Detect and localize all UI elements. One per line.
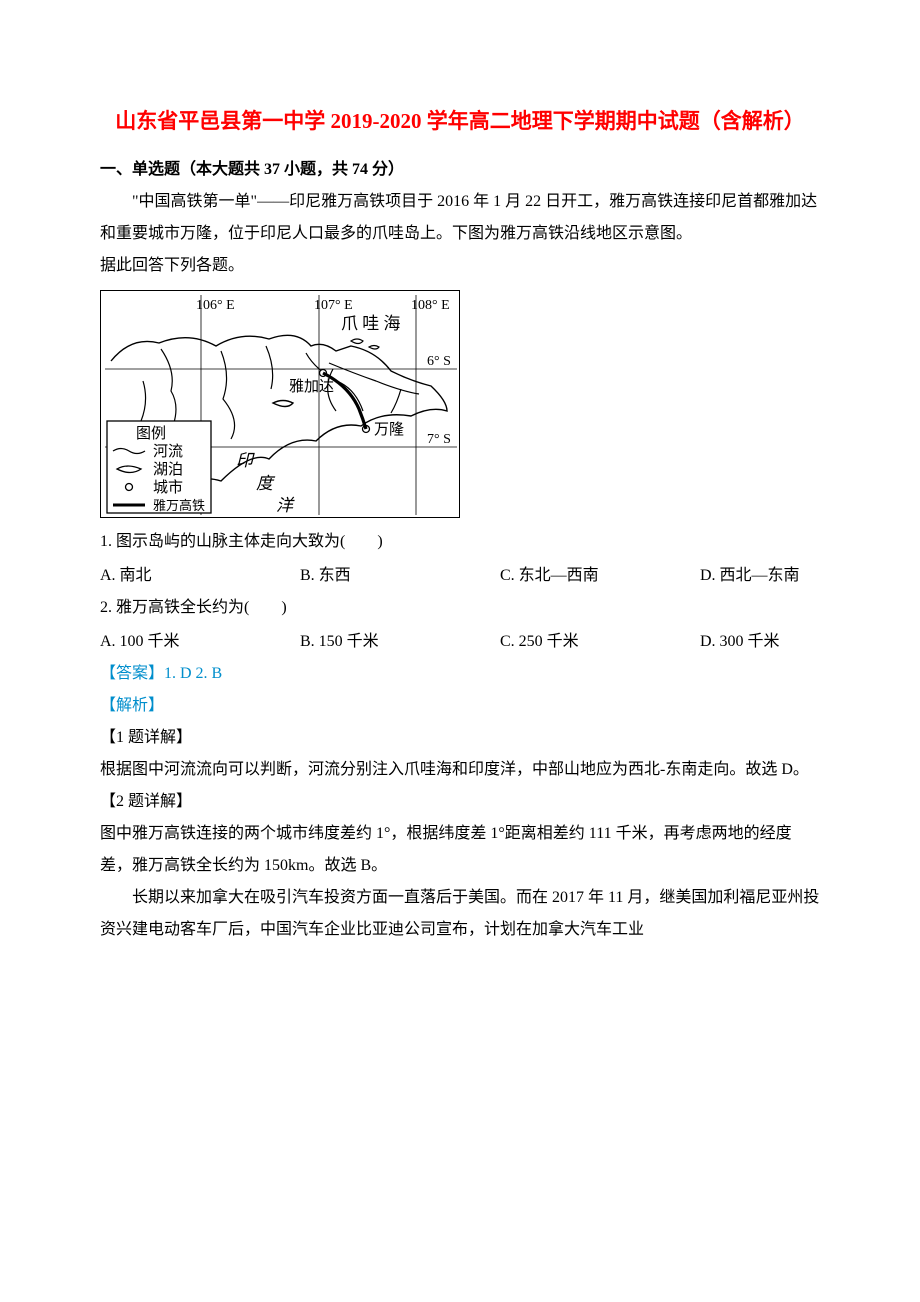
sea-label: 爪 哇 海 xyxy=(341,314,401,333)
q2-option-c: C. 250 千米 xyxy=(500,626,700,658)
svg-text:7° S: 7° S xyxy=(427,432,451,447)
q1-option-c: C. 东北—西南 xyxy=(500,560,700,592)
river-5 xyxy=(329,363,419,394)
city-jakarta-label: 雅加达 xyxy=(289,378,334,395)
q1-option-b: B. 东西 xyxy=(300,560,500,592)
q2-option-b: B. 150 千米 xyxy=(300,626,500,658)
river-7 xyxy=(391,389,401,413)
a1-label: 【1 题详解】 xyxy=(100,722,820,754)
legend-rail-label: 雅万高铁 xyxy=(153,498,205,513)
q1-stem: 1. 图示岛屿的山脉主体走向大致为( ) xyxy=(100,526,820,558)
passage-1: "中国高铁第一单"——印尼雅万高铁项目于 2016 年 1 月 22 日开工，雅… xyxy=(100,186,820,250)
legend-city-symbol xyxy=(126,484,133,491)
section-header: 一、单选题（本大题共 37 小题，共 74 分） xyxy=(100,154,820,186)
legend-city-label: 城市 xyxy=(153,479,183,496)
map-figure: 106° E 107° E 108° E 6° S 7° S 爪 哇 海 雅加达 万隆… xyxy=(100,290,460,518)
passage-1-instruction: 据此回答下列各题。 xyxy=(100,250,820,282)
city-bandung-label: 万隆 xyxy=(374,421,404,438)
analysis-label: 【解析】 xyxy=(100,690,820,722)
answer-line: 【答案】1. D 2. B xyxy=(100,658,820,690)
map-svg: 106° E 107° E 108° E 6° S 7° S 爪 哇 海 雅加达 万隆… xyxy=(101,291,459,517)
svg-text:107° E: 107° E xyxy=(314,298,353,313)
q2-options: A. 100 千米 B. 150 千米 C. 250 千米 D. 300 千米 xyxy=(100,626,820,658)
river-3 xyxy=(266,346,273,389)
river-2 xyxy=(221,351,235,439)
a2-label: 【2 题详解】 xyxy=(100,786,820,818)
legend-lake-label: 湖泊 xyxy=(153,461,183,478)
ocean-label-2: 度 xyxy=(256,474,276,493)
q2-option-a: A. 100 千米 xyxy=(100,626,300,658)
q2-stem: 2. 雅万高铁全长约为( ) xyxy=(100,592,820,624)
a2-body: 图中雅万高铁连接的两个城市纬度差约 1°，根据纬度差 1°距离相差约 111 千… xyxy=(100,818,820,882)
lake xyxy=(273,401,293,407)
a1-body: 根据图中河流流向可以判断，河流分别注入爪哇海和印度洋，中部山地应为西北-东南走向… xyxy=(100,754,820,786)
legend-title: 图例 xyxy=(136,425,166,442)
svg-text:106° E: 106° E xyxy=(196,298,235,313)
passage-2: 长期以来加拿大在吸引汽车投资方面一直落后于美国。而在 2017 年 11 月，继… xyxy=(100,882,820,946)
small-island-2 xyxy=(369,346,379,350)
ocean-label-1: 印 xyxy=(236,451,255,470)
svg-text:108° E: 108° E xyxy=(411,298,450,313)
q1-options: A. 南北 B. 东西 C. 东北—西南 D. 西北—东南 xyxy=(100,560,820,592)
page-title: 山东省平邑县第一中学 2019-2020 学年高二地理下学期期中试题（含解析） xyxy=(100,100,820,142)
q2-option-d: D. 300 千米 xyxy=(700,626,820,658)
river-8 xyxy=(141,381,146,421)
q1-option-a: A. 南北 xyxy=(100,560,300,592)
small-island-1 xyxy=(351,339,363,344)
q1-option-d: D. 西北—东南 xyxy=(700,560,820,592)
ocean-label-3: 洋 xyxy=(276,496,295,515)
svg-text:6° S: 6° S xyxy=(427,354,451,369)
legend-river-label: 河流 xyxy=(153,443,183,460)
